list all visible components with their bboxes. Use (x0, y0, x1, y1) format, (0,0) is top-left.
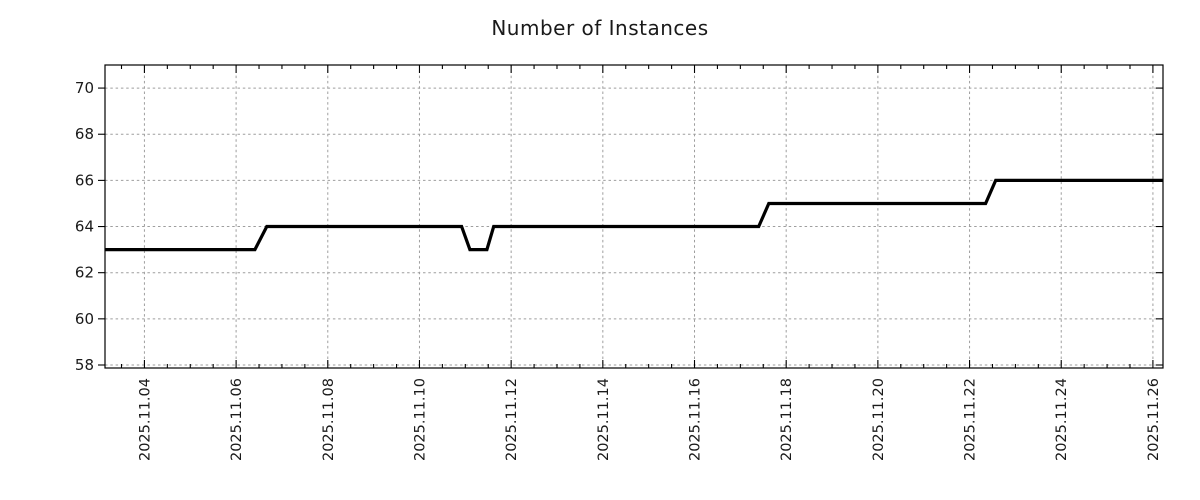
y-tick-label: 66 (75, 171, 94, 189)
x-tick-label: 2025.11.06 (229, 378, 245, 461)
series-line-instances (105, 178, 1163, 252)
x-tick-label: 2025.11.10 (412, 378, 428, 461)
x-tick-label: 2025.11.08 (321, 378, 337, 461)
y-tick-label: 62 (75, 264, 94, 282)
y-tick-label: 60 (75, 310, 94, 328)
x-tick-label: 2025.11.04 (137, 378, 153, 461)
y-tick-label: 64 (75, 218, 94, 236)
x-tick-label: 2025.11.18 (779, 378, 795, 461)
x-tick-label: 2025.11.20 (871, 378, 887, 461)
x-tick-label: 2025.11.22 (963, 378, 979, 461)
x-tick-label: 2025.11.16 (688, 378, 704, 461)
y-tick-labels: 58 60 62 64 66 68 70 (75, 79, 94, 374)
y-tick-label: 70 (75, 79, 94, 97)
y-tick-label: 58 (75, 356, 94, 374)
x-tick-label: 2025.11.24 (1054, 378, 1070, 461)
plot-border (104, 64, 1164, 369)
x-tick-label: 2025.11.12 (504, 378, 520, 461)
x-tick-label: 2025.11.26 (1146, 378, 1162, 461)
y-tick-label: 68 (75, 125, 94, 143)
x-tick-labels: 2025.11.04 2025.11.06 2025.11.08 2025.11.10… (137, 378, 1161, 461)
gridlines (105, 65, 1163, 368)
tick-marks (98, 65, 1163, 368)
chart-title: Number of Instances (491, 16, 709, 40)
x-tick-label: 2025.11.14 (596, 378, 612, 461)
